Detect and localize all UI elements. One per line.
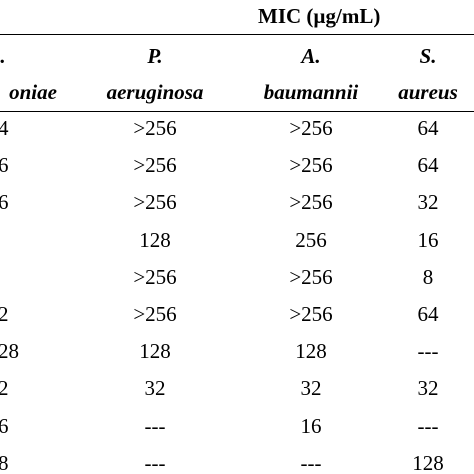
table-cell-r6-c1: 128 xyxy=(139,339,171,363)
table-cell-r7-c1: 32 xyxy=(144,376,166,400)
table-cell-r7-c2: 32 xyxy=(300,376,322,400)
table-cell-r6-c2: 128 xyxy=(295,339,327,363)
column-header-col0-line2: oniae xyxy=(9,80,57,104)
table-cell-r5-c2: >256 xyxy=(289,302,333,326)
table-cell-r0-c0: 4 xyxy=(0,116,9,140)
column-header-a-baumannii-genus: A. xyxy=(301,44,321,68)
table-cell-r6-c3: --- xyxy=(417,339,439,363)
table-cell-r1-c3: 64 xyxy=(417,153,439,177)
table-cell-r9-c2: --- xyxy=(300,451,322,474)
table-cell-r3-c1: 128 xyxy=(139,228,171,252)
table-cell-r5-c3: 64 xyxy=(417,302,439,326)
table-cell-r0-c3: 64 xyxy=(417,116,439,140)
table-cell-r6-c0: 28 xyxy=(0,339,19,363)
column-header-s-aureus-species: aureus xyxy=(398,80,458,104)
table-cell-r3-c2: 256 xyxy=(295,228,327,252)
table-cell-r0-c1: >256 xyxy=(133,116,177,140)
table-cell-r8-c0: 6 xyxy=(0,414,9,438)
group-header-rule xyxy=(0,34,474,35)
table-cell-r4-c2: >256 xyxy=(289,265,333,289)
column-header-s-aureus-genus: S. xyxy=(419,44,437,68)
column-header-a-baumannii-species: baumannii xyxy=(263,80,359,104)
table-cell-r5-c0: 2 xyxy=(0,302,9,326)
column-header-p-aeruginosa-genus: P. xyxy=(147,44,163,68)
table-cell-r5-c1: >256 xyxy=(133,302,177,326)
column-header-p-aeruginosa-species: aeruginosa xyxy=(106,80,204,104)
table-cell-r4-c3: 8 xyxy=(422,265,434,289)
table-cell-r7-c3: 32 xyxy=(417,376,439,400)
table-cell-r3-c3: 16 xyxy=(417,228,439,252)
table-cell-r9-c3: 128 xyxy=(412,451,444,474)
table-cell-r1-c1: >256 xyxy=(133,153,177,177)
column-header-col0-line1: . xyxy=(0,44,6,68)
table-cell-r0-c2: >256 xyxy=(289,116,333,140)
table-cell-r1-c0: 6 xyxy=(0,153,9,177)
table-cell-r1-c2: >256 xyxy=(289,153,333,177)
table-cell-r9-c1: --- xyxy=(144,451,166,474)
mic-group-header: MIC (µg/mL) xyxy=(258,4,381,28)
table-cell-r4-c1: >256 xyxy=(133,265,177,289)
table-cell-r2-c0: 6 xyxy=(0,190,9,214)
table-cell-r8-c1: --- xyxy=(144,414,166,438)
table-cell-r8-c2: 16 xyxy=(300,414,322,438)
column-header-rule xyxy=(0,111,474,112)
table-cell-r2-c2: >256 xyxy=(289,190,333,214)
table-cell-r8-c3: --- xyxy=(417,414,439,438)
table-cell-r7-c0: 2 xyxy=(0,376,9,400)
table-cell-r2-c1: >256 xyxy=(133,190,177,214)
table-cell-r9-c0: 8 xyxy=(0,451,9,474)
table-cell-r2-c3: 32 xyxy=(417,190,439,214)
